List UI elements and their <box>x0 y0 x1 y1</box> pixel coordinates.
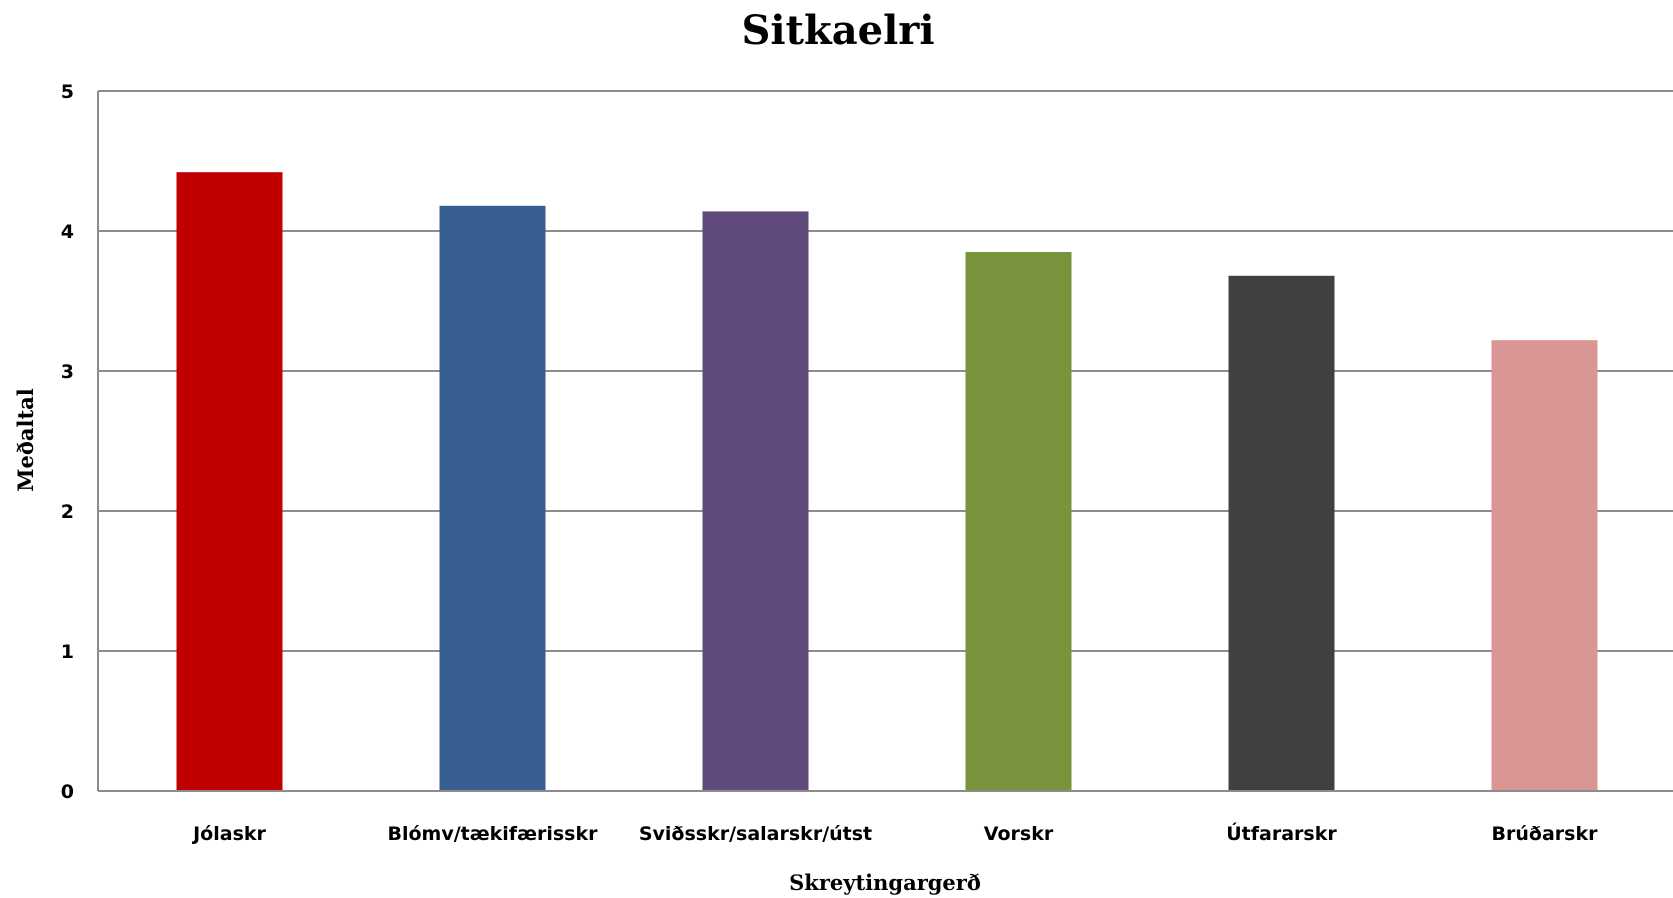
bar <box>1491 340 1598 791</box>
y-tick-label: 3 <box>61 361 74 383</box>
y-tick-label: 4 <box>61 221 74 243</box>
bar <box>1228 275 1335 791</box>
bar <box>965 252 1072 791</box>
y-tick-labels: 0 1 2 3 4 5 <box>61 81 74 803</box>
x-tick-label: Vorskr <box>984 823 1054 845</box>
y-axis-title: Meðaltal <box>13 388 38 492</box>
bar <box>439 205 546 792</box>
y-tick-label: 2 <box>61 501 74 523</box>
x-tick-label: Útfararskr <box>1226 821 1337 845</box>
y-tick-label: 5 <box>61 81 74 103</box>
x-axis-title: Skreytingargerð <box>789 870 981 895</box>
bars <box>176 172 1598 792</box>
x-tick-label: Jólaskr <box>191 823 266 845</box>
chart-title: Sitkaelri <box>741 7 934 54</box>
x-tick-label: Blómv/tækifærisskr <box>388 823 599 845</box>
gridlines <box>98 90 1673 792</box>
x-tick-labels: Jólaskr Blómv/tækifærisskr Sviðsskr/salars… <box>191 821 1598 845</box>
x-tick-label: Sviðsskr/salarskr/útst <box>639 823 872 845</box>
bar <box>702 211 809 791</box>
bar <box>176 172 283 791</box>
y-tick-label: 0 <box>61 781 74 803</box>
axes <box>97 91 1673 792</box>
x-tick-label: Brúðarskr <box>1492 823 1599 845</box>
y-tick-label: 1 <box>61 641 74 663</box>
